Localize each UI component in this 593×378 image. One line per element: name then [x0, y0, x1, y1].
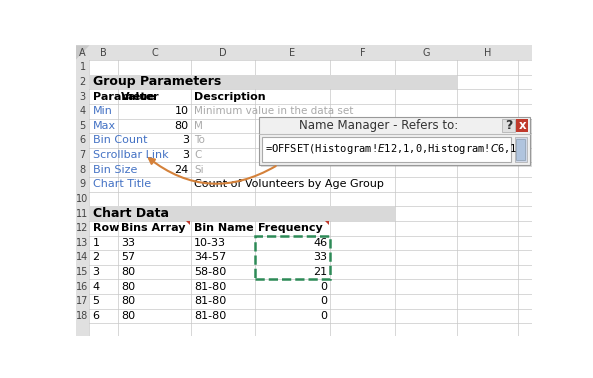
Text: 6: 6: [93, 311, 100, 321]
Text: 18: 18: [76, 311, 89, 321]
Text: 0: 0: [320, 311, 327, 321]
Text: C: C: [151, 48, 158, 58]
Text: Bin Count: Bin Count: [93, 135, 147, 146]
Text: Bin Size: Bin Size: [93, 165, 137, 175]
Text: 33: 33: [313, 253, 327, 262]
Bar: [76, 45, 532, 60]
Text: 5: 5: [93, 296, 100, 307]
Bar: [261, 119, 532, 167]
Text: 10: 10: [175, 106, 189, 116]
Text: 16: 16: [76, 282, 89, 292]
Polygon shape: [76, 45, 90, 60]
Text: 80: 80: [175, 121, 189, 131]
Text: 10-33: 10-33: [194, 238, 226, 248]
Text: Frequency: Frequency: [258, 223, 323, 233]
Polygon shape: [325, 221, 329, 225]
Text: G: G: [422, 48, 430, 58]
Bar: [259, 117, 530, 165]
Bar: [515, 137, 527, 162]
Bar: [516, 119, 528, 132]
Text: Chart Data: Chart Data: [93, 207, 170, 220]
Text: 58-80: 58-80: [194, 267, 227, 277]
Text: 13: 13: [76, 238, 89, 248]
Text: 6: 6: [79, 135, 85, 146]
Text: 9: 9: [79, 179, 85, 189]
Text: 8: 8: [79, 165, 85, 175]
Text: Chart Title: Chart Title: [93, 179, 151, 189]
Text: 11: 11: [76, 209, 89, 218]
Text: 5: 5: [79, 121, 85, 131]
Text: 21: 21: [313, 267, 327, 277]
Text: F: F: [359, 48, 365, 58]
Text: x: x: [518, 119, 526, 132]
Text: Group Parameters: Group Parameters: [93, 76, 222, 88]
Text: 80: 80: [121, 296, 135, 307]
Text: D: D: [219, 48, 227, 58]
Text: Minimum value in the data set: Minimum value in the data set: [194, 106, 353, 116]
Text: 2: 2: [79, 77, 85, 87]
Text: 15: 15: [76, 267, 89, 277]
Text: 1: 1: [79, 62, 85, 72]
Text: ?: ?: [505, 119, 512, 132]
Text: E: E: [289, 48, 295, 58]
Text: A: A: [79, 48, 86, 58]
Text: 3: 3: [93, 267, 100, 277]
Text: 17: 17: [76, 296, 89, 307]
Text: H: H: [484, 48, 491, 58]
Text: 14: 14: [76, 253, 89, 262]
Bar: [502, 119, 515, 132]
Text: 81-80: 81-80: [194, 296, 227, 307]
Text: 81-80: 81-80: [194, 311, 227, 321]
Text: 57: 57: [121, 253, 135, 262]
Bar: [255, 235, 330, 279]
Text: M: M: [194, 121, 203, 131]
Text: Si: Si: [194, 165, 204, 175]
Text: Value: Value: [121, 91, 155, 102]
Text: 7: 7: [79, 150, 85, 160]
Text: 34-57: 34-57: [194, 253, 227, 262]
Bar: [90, 206, 395, 221]
Text: Bins Array: Bins Array: [121, 223, 186, 233]
Bar: [90, 74, 457, 89]
Bar: [262, 137, 511, 162]
Bar: [516, 138, 525, 160]
Polygon shape: [186, 221, 190, 225]
Text: 81-80: 81-80: [194, 282, 227, 292]
Text: C: C: [194, 150, 202, 160]
Text: 4: 4: [79, 106, 85, 116]
Text: Row: Row: [93, 223, 119, 233]
Text: Max: Max: [93, 121, 116, 131]
Text: 24: 24: [174, 165, 189, 175]
Text: Name Manager - Refers to:: Name Manager - Refers to:: [299, 119, 458, 132]
Text: Count of Volunteers by Age Group: Count of Volunteers by Age Group: [194, 179, 384, 189]
Text: 12: 12: [76, 223, 89, 233]
Text: 80: 80: [121, 311, 135, 321]
Text: Bin Name: Bin Name: [194, 223, 254, 233]
Text: Description: Description: [194, 91, 266, 102]
Bar: [76, 60, 90, 336]
Text: Parameter: Parameter: [93, 91, 158, 102]
Text: 1: 1: [93, 238, 100, 248]
Text: =OFFSET(Histogram!$E$12,1,0,Histogram!$C$6,1): =OFFSET(Histogram!$E$12,1,0,Histogram!$C…: [265, 142, 522, 156]
Text: 33: 33: [121, 238, 135, 248]
Text: 80: 80: [121, 267, 135, 277]
Text: 3: 3: [182, 135, 189, 146]
Text: 3: 3: [79, 91, 85, 102]
Text: 0: 0: [320, 282, 327, 292]
Text: 10: 10: [76, 194, 89, 204]
Text: 46: 46: [313, 238, 327, 248]
Text: 4: 4: [93, 282, 100, 292]
Text: 80: 80: [121, 282, 135, 292]
Text: 3: 3: [182, 150, 189, 160]
Text: B: B: [100, 48, 107, 58]
Text: 2: 2: [93, 253, 100, 262]
Text: Scrollbar Link: Scrollbar Link: [93, 150, 168, 160]
Text: 0: 0: [320, 296, 327, 307]
Text: To: To: [194, 135, 205, 146]
Text: Min: Min: [93, 106, 113, 116]
